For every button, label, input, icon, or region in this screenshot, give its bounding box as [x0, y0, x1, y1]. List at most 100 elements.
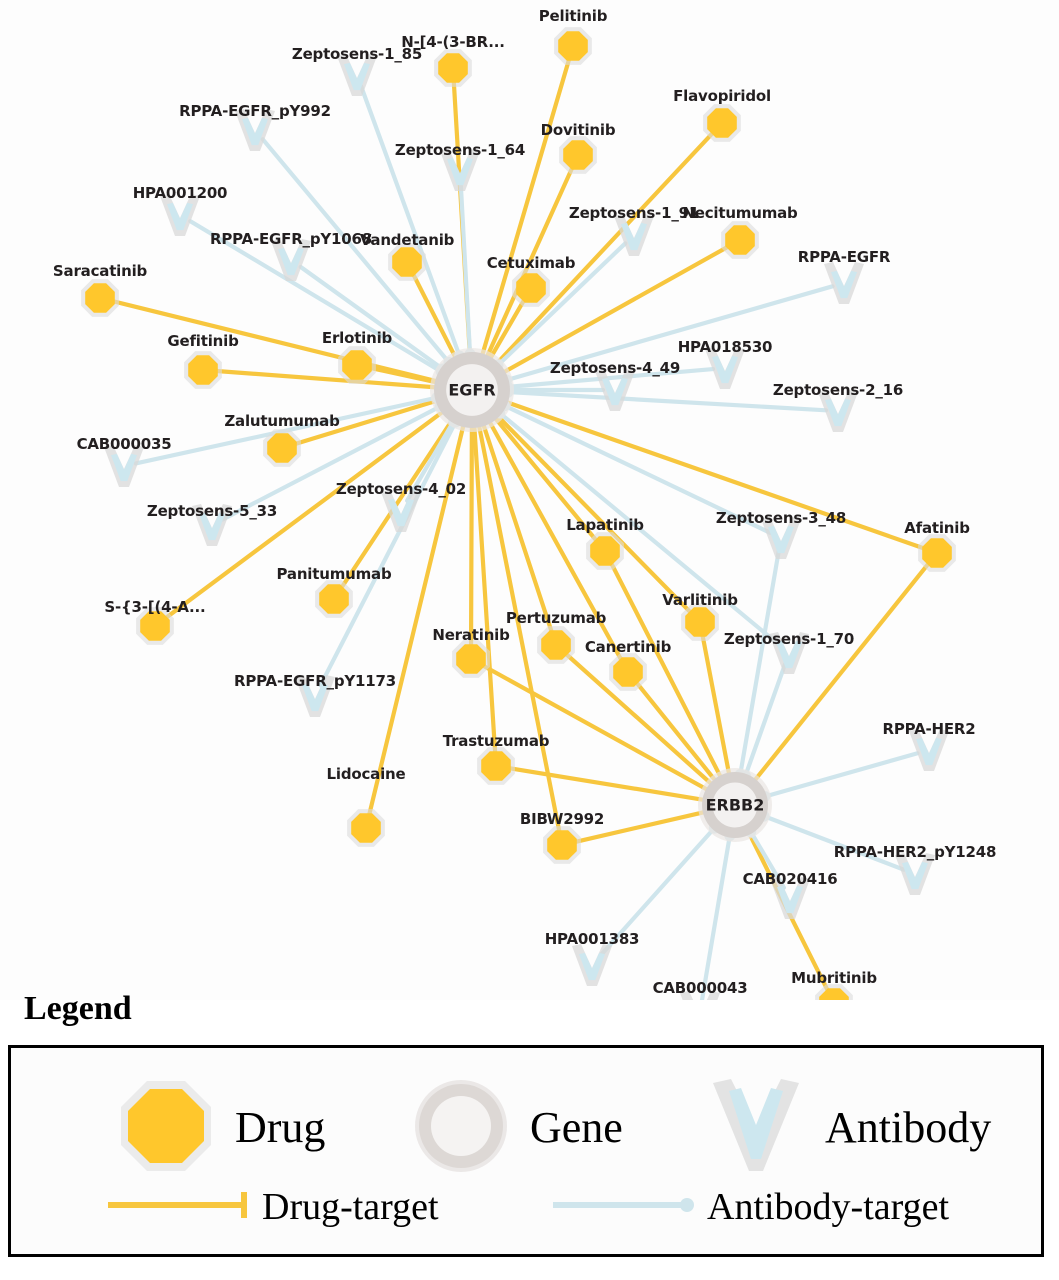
- drug-node[interactable]: [681, 603, 719, 641]
- antibody-node[interactable]: [160, 194, 200, 236]
- legend-item-antibody: Antibody: [701, 1071, 991, 1185]
- antibody-node[interactable]: [705, 347, 745, 389]
- drug-node[interactable]: [554, 27, 592, 65]
- antibody-node-label: Zeptosens-1_64: [394, 141, 526, 159]
- drug-target-edge: [493, 129, 716, 368]
- drug-node-label: Panitumumab: [276, 565, 392, 583]
- drug-node[interactable]: [918, 534, 956, 572]
- antibody-target-edge: [318, 418, 459, 688]
- gene-node-center: [712, 782, 758, 828]
- drug-node[interactable]: [477, 747, 515, 785]
- drug-node[interactable]: [184, 351, 222, 389]
- antibody-node[interactable]: [680, 991, 720, 1000]
- antibody-node[interactable]: [824, 262, 864, 304]
- drug-node-label: Pelitinib: [538, 7, 608, 25]
- drug-node-label: Flavopiridol: [673, 87, 771, 105]
- drug-target-edge: [479, 662, 712, 794]
- antibody-node[interactable]: [614, 214, 654, 256]
- antibody-node-label: Zeptosens-1_85: [291, 45, 423, 63]
- antibody-target-edge: [458, 179, 473, 359]
- gene-node[interactable]: [698, 768, 772, 842]
- drug-target-edge: [483, 163, 576, 362]
- antibody-target-edge: [496, 409, 782, 648]
- drug-node[interactable]: [388, 243, 426, 281]
- drug-target-edge: [338, 416, 456, 592]
- drug-node-shape: [685, 607, 715, 637]
- drug-node-label: Pertuzumab: [505, 609, 607, 627]
- drug-node-shape: [516, 273, 546, 303]
- drug-node-shape: [85, 283, 115, 313]
- antibody-node[interactable]: [770, 877, 810, 919]
- drug-node[interactable]: [559, 136, 597, 174]
- antibody-node[interactable]: [769, 632, 809, 674]
- antibody-node[interactable]: [295, 675, 335, 717]
- antibody-node[interactable]: [440, 149, 480, 191]
- drug-target-edge: [468, 421, 474, 650]
- antibody-node-shape: [680, 991, 720, 1000]
- antibody-node[interactable]: [818, 390, 858, 432]
- antibody-target-edge: [737, 547, 782, 779]
- drug-node[interactable]: [263, 429, 301, 467]
- drug-node[interactable]: [703, 104, 741, 142]
- antibody-node-label: CAB000035: [76, 435, 172, 453]
- drug-node-shape: [725, 225, 755, 255]
- drug-target-edge: [366, 365, 441, 385]
- drug-node-shape: [351, 813, 381, 843]
- drug-node[interactable]: [347, 809, 385, 847]
- antibody-node[interactable]: [572, 944, 612, 986]
- drug-target-edge: [212, 368, 441, 390]
- drug-node-shape: [707, 108, 737, 138]
- antibody-node-inner: [712, 355, 738, 384]
- antibody-node-label: RPPA-HER2_pY1248: [833, 843, 997, 861]
- drug-node-label: Vandetanib: [359, 231, 455, 249]
- antibody-node-label: HPA001200: [132, 184, 228, 202]
- drug-node-label: Canertinib: [584, 638, 672, 656]
- drug-node[interactable]: [721, 221, 759, 259]
- antibody-node[interactable]: [381, 490, 421, 532]
- drug-target-edge: [476, 421, 562, 836]
- drug-node[interactable]: [609, 653, 647, 691]
- drug-node[interactable]: [512, 269, 550, 307]
- antibody-node[interactable]: [104, 445, 144, 487]
- drug-node[interactable]: [434, 49, 472, 87]
- antibody-node-inner: [621, 222, 647, 251]
- drug-node[interactable]: [81, 279, 119, 317]
- drug-node-shape: [342, 350, 372, 380]
- drug-target-edge: [491, 414, 600, 544]
- antibody-node-label: Zeptosens-1_70: [723, 630, 855, 648]
- antibody-node[interactable]: [595, 369, 635, 411]
- drug-node-label: Lidocaine: [326, 765, 406, 783]
- drug-target-edge: [472, 421, 498, 757]
- drug-node[interactable]: [315, 580, 353, 618]
- drug-node-shape: [140, 611, 170, 641]
- drug-node[interactable]: [586, 532, 624, 570]
- antibody-node[interactable]: [271, 239, 311, 281]
- drug-target-edge: [291, 397, 442, 447]
- antibody-node[interactable]: [909, 729, 949, 771]
- drug-node-label: Necitumumab: [682, 204, 798, 222]
- antibody-node[interactable]: [895, 853, 935, 895]
- drug-node-label: N-[4-(3-BR...: [401, 33, 505, 51]
- drug-node-shape: [613, 657, 643, 687]
- antibody-node[interactable]: [192, 504, 232, 546]
- drug-target-edge: [505, 765, 709, 803]
- gene-node[interactable]: [430, 348, 514, 432]
- drug-node[interactable]: [452, 640, 490, 678]
- antibody-node-inner: [111, 453, 137, 482]
- drug-node-label: Mubritinib: [791, 969, 877, 987]
- antibody-node-inner: [344, 62, 370, 91]
- legend-edge-row: Drug-target Antibody-target: [11, 1188, 1041, 1248]
- antibody-node-inner: [916, 737, 942, 766]
- drug-node[interactable]: [136, 607, 174, 645]
- drug-node[interactable]: [815, 984, 853, 1000]
- drug-node[interactable]: [543, 826, 581, 864]
- antibody-node[interactable]: [235, 109, 275, 151]
- nodes-layer: [81, 27, 956, 1000]
- antibody-node[interactable]: [337, 54, 377, 96]
- antibody-chevron-icon: [701, 1071, 811, 1185]
- drug-node[interactable]: [338, 346, 376, 384]
- antibody-node[interactable]: [761, 517, 801, 559]
- antibody-node-label: RPPA-HER2: [882, 720, 976, 738]
- drug-node[interactable]: [537, 626, 575, 664]
- legend-label-antibody-target: Antibody-target: [707, 1186, 950, 1228]
